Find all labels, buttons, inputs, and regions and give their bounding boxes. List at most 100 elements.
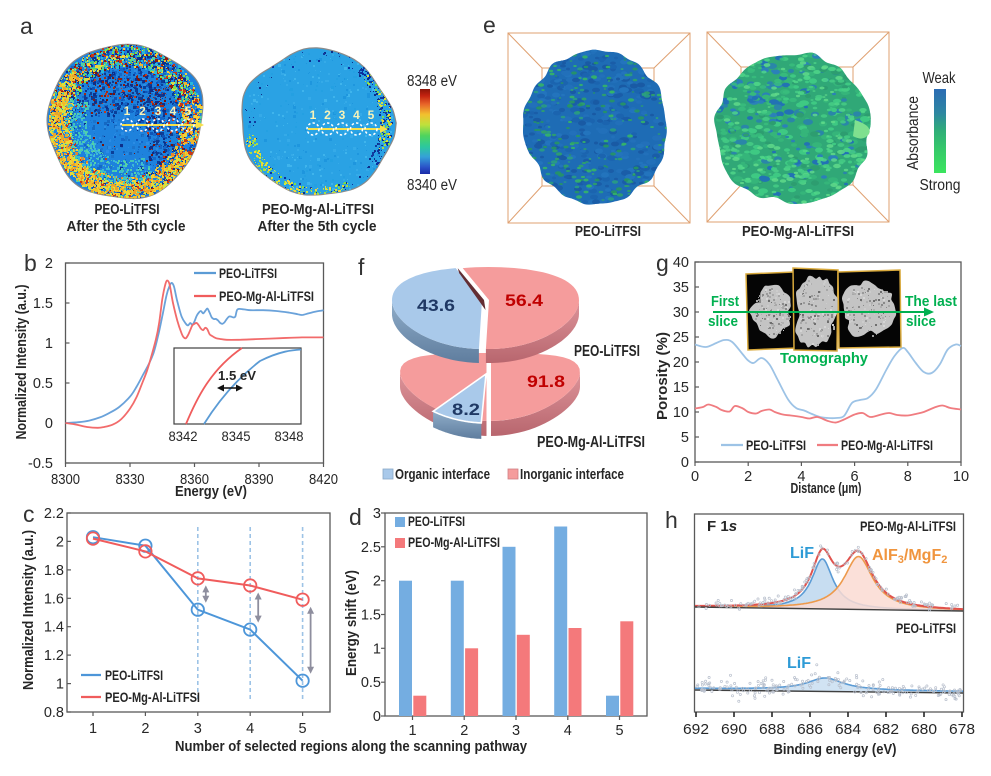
svg-text:1.2: 1.2: [44, 648, 64, 664]
svg-text:g: g: [656, 250, 669, 276]
svg-text:40: 40: [673, 255, 689, 271]
svg-text:8300: 8300: [51, 472, 80, 488]
svg-text:5: 5: [299, 721, 307, 737]
svg-text:Energy shift (eV): Energy shift (eV): [343, 570, 360, 676]
svg-text:2: 2: [45, 256, 53, 272]
svg-text:3: 3: [373, 506, 381, 522]
svg-text:10: 10: [953, 469, 969, 485]
svg-text:PEO-LiTFSI: PEO-LiTFSI: [746, 437, 806, 453]
svg-text:2: 2: [139, 104, 146, 118]
svg-text:8390: 8390: [245, 472, 274, 488]
svg-text:4: 4: [797, 469, 805, 485]
svg-text:4: 4: [170, 104, 177, 118]
svg-text:4: 4: [564, 723, 572, 739]
svg-text:1: 1: [124, 104, 131, 118]
svg-text:1: 1: [408, 723, 416, 739]
svg-text:1.5: 1.5: [361, 608, 381, 624]
svg-text:Inorganic interface: Inorganic interface: [520, 466, 624, 483]
svg-text:8360: 8360: [180, 472, 209, 488]
svg-text:692: 692: [683, 721, 709, 738]
svg-text:30: 30: [673, 305, 689, 321]
svg-text:5: 5: [185, 104, 192, 118]
svg-text:After the 5th cycle: After the 5th cycle: [67, 218, 186, 235]
svg-text:8342: 8342: [169, 428, 198, 444]
svg-text:After the 5th cycle: After the 5th cycle: [258, 218, 377, 235]
svg-text:2.5: 2.5: [361, 540, 381, 556]
svg-text:e: e: [483, 12, 496, 38]
svg-text:35: 35: [673, 280, 689, 296]
svg-text:682: 682: [873, 721, 899, 738]
svg-text:0.5: 0.5: [33, 376, 53, 392]
svg-text:Absorbance: Absorbance: [905, 96, 922, 170]
svg-text:PEO-LiTFSI: PEO-LiTFSI: [574, 343, 640, 360]
svg-text:PEO-LiTFSI: PEO-LiTFSI: [408, 513, 465, 529]
svg-text:d: d: [349, 504, 362, 530]
svg-text:PEO-LiTFSI: PEO-LiTFSI: [896, 620, 956, 636]
svg-text:1: 1: [373, 641, 381, 657]
svg-text:PEO-LiTFSI: PEO-LiTFSI: [219, 265, 277, 281]
svg-text:2: 2: [373, 574, 381, 590]
svg-text:2: 2: [324, 108, 331, 122]
svg-text:PEO-Mg-Al-LiTFSI: PEO-Mg-Al-LiTFSI: [262, 201, 374, 218]
svg-text:8330: 8330: [116, 472, 145, 488]
svg-text:0.5: 0.5: [361, 675, 381, 691]
svg-text:1: 1: [45, 336, 53, 352]
svg-text:h: h: [665, 507, 678, 533]
svg-text:1.6: 1.6: [44, 591, 64, 607]
svg-text:The last: The last: [905, 293, 957, 310]
svg-text:91.8: 91.8: [527, 372, 565, 391]
svg-text:1: 1: [310, 108, 317, 122]
svg-text:0: 0: [373, 709, 381, 725]
svg-text:5: 5: [368, 108, 375, 122]
svg-text:1.5 eV: 1.5 eV: [218, 368, 256, 383]
svg-text:PEO-Mg-Al-LiTFSI: PEO-Mg-Al-LiTFSI: [860, 518, 956, 534]
svg-text:Organic interface: Organic interface: [395, 466, 490, 483]
svg-text:PEO-Mg-Al-LiTFSI: PEO-Mg-Al-LiTFSI: [537, 434, 645, 451]
svg-text:Porosity (%): Porosity (%): [654, 332, 671, 420]
svg-text:PEO-LiTFSI: PEO-LiTFSI: [575, 223, 641, 240]
svg-text:Energy (eV): Energy (eV): [175, 483, 247, 500]
svg-text:4: 4: [353, 108, 360, 122]
svg-text:5: 5: [615, 723, 623, 739]
svg-text:0.8: 0.8: [44, 705, 64, 721]
svg-text:a: a: [20, 13, 33, 39]
svg-text:2: 2: [460, 723, 468, 739]
svg-text:0: 0: [45, 416, 53, 432]
svg-text:1.4: 1.4: [44, 620, 64, 636]
svg-text:2: 2: [56, 534, 64, 550]
svg-text:688: 688: [759, 721, 785, 738]
svg-text:0: 0: [691, 469, 699, 485]
svg-text:LiF: LiF: [787, 655, 811, 672]
svg-text:Normalized Intensity (a.u.): Normalized Intensity (a.u.): [13, 285, 30, 440]
svg-text:3: 3: [512, 723, 520, 739]
svg-text:f: f: [358, 254, 365, 280]
svg-text:PEO-Mg-Al-LiTFSI: PEO-Mg-Al-LiTFSI: [742, 223, 854, 240]
svg-text:3: 3: [155, 104, 162, 118]
svg-text:1: 1: [56, 677, 64, 693]
svg-text:6: 6: [851, 469, 859, 485]
svg-text:LiF: LiF: [790, 545, 814, 562]
svg-text:PEO-Mg-Al-LiTFSI: PEO-Mg-Al-LiTFSI: [408, 534, 500, 550]
svg-text:PEO-Mg-Al-LiTFSI: PEO-Mg-Al-LiTFSI: [841, 437, 933, 453]
svg-text:Tomography: Tomography: [780, 350, 869, 367]
svg-text:-0.5: -0.5: [28, 456, 53, 472]
svg-text:8348: 8348: [275, 428, 304, 444]
svg-text:Strong: Strong: [920, 177, 961, 194]
svg-text:1.8: 1.8: [44, 563, 64, 579]
svg-text:F 1s: F 1s: [707, 518, 737, 535]
svg-text:3: 3: [194, 721, 202, 737]
svg-text:43.6: 43.6: [417, 296, 455, 315]
svg-text:10: 10: [673, 405, 689, 421]
svg-text:2: 2: [141, 721, 149, 737]
svg-text:8.2: 8.2: [452, 400, 480, 419]
svg-text:Number of selected regions alo: Number of selected regions along the sca…: [175, 738, 528, 755]
svg-text:56.4: 56.4: [505, 291, 544, 310]
svg-text:8420: 8420: [309, 472, 338, 488]
svg-text:Binding energy (eV): Binding energy (eV): [774, 741, 897, 758]
svg-text:1.5: 1.5: [33, 296, 53, 312]
svg-text:678: 678: [949, 721, 975, 738]
svg-text:c: c: [23, 501, 35, 527]
svg-text:PEO-Mg-Al-LiTFSI: PEO-Mg-Al-LiTFSI: [219, 288, 314, 304]
svg-text:8340 eV: 8340 eV: [407, 177, 458, 194]
svg-text:slice: slice: [906, 313, 936, 330]
